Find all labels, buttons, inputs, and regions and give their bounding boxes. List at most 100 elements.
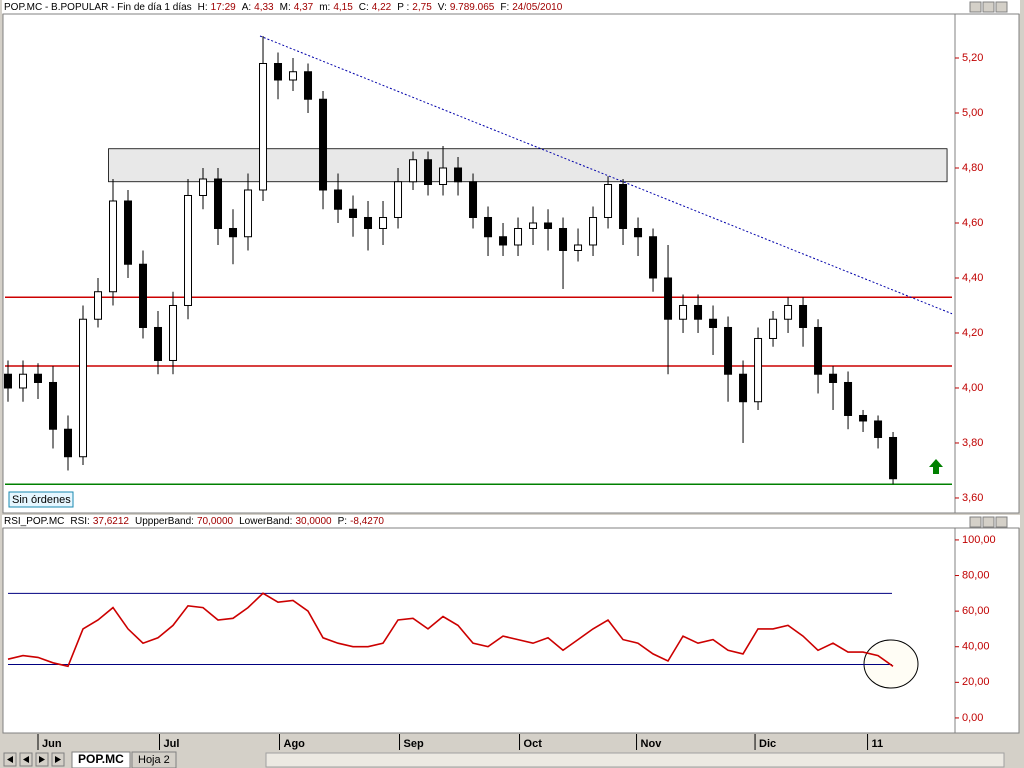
- candle-body: [229, 227, 238, 238]
- candle-body: [184, 194, 193, 306]
- candle-body: [544, 222, 553, 229]
- candle-body: [334, 189, 343, 210]
- h-scrollbar[interactable]: [265, 752, 1005, 768]
- y-tick-label: 4,00: [962, 382, 983, 394]
- x-tick-label: Nov: [641, 738, 663, 750]
- candle-body: [679, 304, 688, 320]
- field-label: H:: [198, 2, 208, 13]
- field-label: F:: [500, 2, 509, 13]
- price-header: POP.MC - B.POPULAR - Fin de día 1 días H:…: [4, 2, 563, 13]
- x-tick-label: Jul: [164, 738, 180, 750]
- field-label: UppperBand:: [135, 516, 194, 527]
- candle-body: [19, 373, 28, 389]
- candle-body: [604, 183, 613, 218]
- candle-body: [394, 181, 403, 218]
- candle-body: [259, 62, 268, 191]
- field-value: 4,22: [372, 2, 392, 13]
- field-value: 2,75: [412, 2, 432, 13]
- maximize-button[interactable]: [982, 1, 995, 13]
- candle-body: [589, 216, 598, 246]
- tab-label[interactable]: Hoja 2: [138, 754, 170, 766]
- tab-active[interactable]: [71, 751, 131, 768]
- candle-body: [304, 71, 313, 100]
- candle-body: [364, 216, 373, 229]
- rsi-panel: [2, 527, 1020, 734]
- x-axis-strip: [3, 734, 1019, 752]
- field-value: 17:29: [211, 2, 236, 13]
- candle-body: [454, 167, 463, 183]
- candle-body: [4, 373, 13, 389]
- maximize-button[interactable]: [982, 516, 995, 528]
- candle-body: [244, 189, 253, 238]
- candle-body: [49, 381, 58, 430]
- status-label: Sin órdenes: [12, 494, 71, 506]
- candle-body: [409, 159, 418, 183]
- candle-body: [724, 326, 733, 375]
- candle-body: [859, 414, 868, 422]
- candle-body: [109, 200, 118, 293]
- tab-label[interactable]: POP.MC: [78, 752, 124, 766]
- y-tick-label: 40,00: [962, 641, 990, 653]
- y-tick-label: 100,00: [962, 534, 996, 546]
- candle-body: [529, 222, 538, 229]
- candle-body: [484, 216, 493, 238]
- candle-body: [274, 62, 283, 81]
- field-value: 4,33: [254, 2, 274, 13]
- candle-body: [64, 428, 73, 458]
- signal-arrow: [929, 459, 943, 474]
- candle-body: [79, 318, 88, 458]
- y-tick-label: 3,60: [962, 492, 983, 504]
- candle-body: [574, 244, 583, 251]
- price-panel: [2, 13, 1020, 514]
- header-symbol: RSI_POP.MC: [4, 516, 64, 527]
- close-button[interactable]: [995, 1, 1008, 13]
- close-button[interactable]: [995, 516, 1008, 528]
- field-value: 4,37: [294, 2, 314, 13]
- zone-box: [108, 148, 948, 183]
- candle-body: [739, 373, 748, 403]
- candle-body: [874, 420, 883, 438]
- candle-body: [889, 436, 898, 480]
- candle-body: [469, 181, 478, 218]
- y-tick-label: 4,20: [962, 327, 983, 339]
- field-label: C:: [359, 2, 369, 13]
- candle-body: [319, 98, 328, 191]
- field-label: V:: [438, 2, 447, 13]
- candle-body: [289, 71, 298, 81]
- window-controls: [969, 1, 1008, 528]
- field-value: 4,15: [333, 2, 353, 13]
- field-label: RSI:: [70, 516, 89, 527]
- rsi-header-bar: [2, 515, 1020, 528]
- y-tick-label: 3,80: [962, 437, 983, 449]
- tab[interactable]: [131, 751, 177, 768]
- candle-body: [169, 304, 178, 361]
- candle-body: [754, 337, 763, 403]
- y-tick-label: 5,00: [962, 107, 983, 119]
- nav-arrows: [7, 756, 61, 763]
- field-value: 9.789.065: [450, 2, 495, 13]
- candle-body: [199, 178, 208, 196]
- field-value: 24/05/2010: [512, 2, 562, 13]
- rsi-line: [7, 592, 894, 668]
- y-tick-label: 4,40: [962, 272, 983, 284]
- tab-bar: [0, 751, 1024, 768]
- candle-body: [424, 159, 433, 185]
- minimize-button[interactable]: [969, 1, 982, 13]
- candle-body: [439, 167, 448, 185]
- candle-body: [664, 277, 673, 320]
- candle-body: [784, 304, 793, 320]
- candle-body: [694, 304, 703, 320]
- minimize-button[interactable]: [969, 516, 982, 528]
- candle-body: [634, 227, 643, 238]
- x-tick-label: Oct: [524, 738, 543, 750]
- y-tick-label: 0,00: [962, 712, 983, 724]
- price-header-bar: [2, 0, 1020, 14]
- field-label: A:: [242, 2, 251, 13]
- candle-body: [814, 326, 823, 375]
- field-label: LowerBand:: [239, 516, 292, 527]
- x-tick-label: Sep: [404, 738, 424, 750]
- field-label: P :: [397, 2, 409, 13]
- candle-body: [799, 304, 808, 328]
- candle-body: [769, 318, 778, 339]
